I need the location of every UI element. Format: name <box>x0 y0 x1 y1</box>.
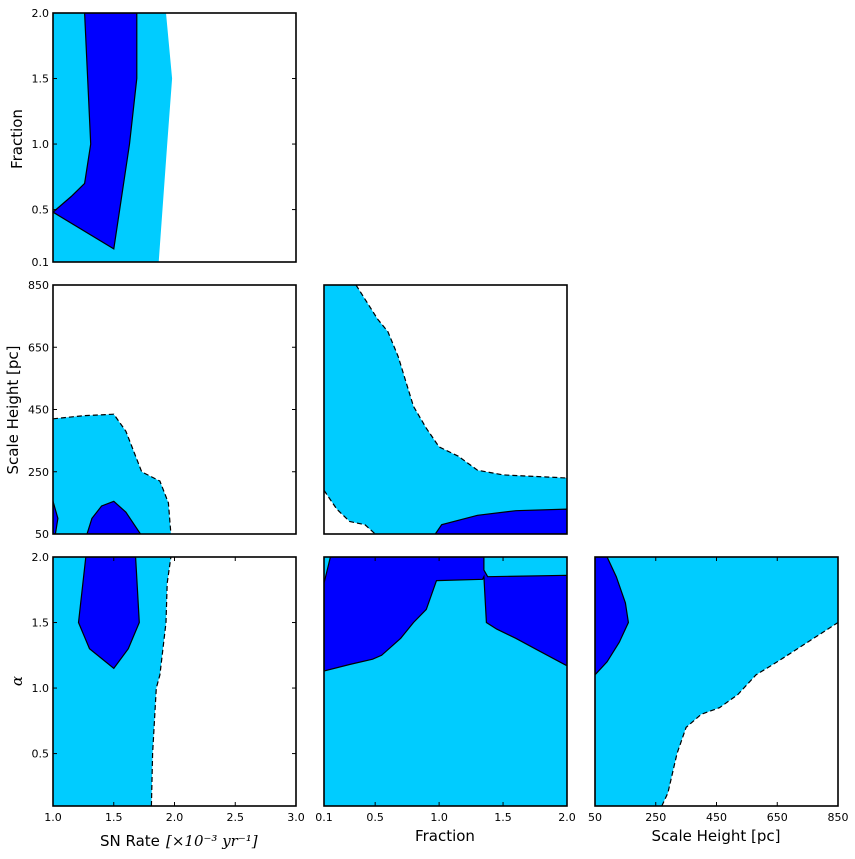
y-tick-label: 0.5 <box>32 748 50 761</box>
contour-1sigma <box>324 557 567 672</box>
y-tick-label: 1.5 <box>32 617 50 630</box>
y-tick-label: 50 <box>35 528 49 541</box>
x-axis-label-scale-height: Scale Height [pc] <box>652 827 781 845</box>
y-tick-label: 0.5 <box>32 204 50 217</box>
contour-1sigma <box>53 13 138 250</box>
panel-frame <box>323 284 568 535</box>
y-tick-label: 250 <box>28 466 49 479</box>
x-tick-label: 1.5 <box>105 811 123 824</box>
contour-2sigma <box>595 557 838 806</box>
x-tick-label: 0.5 <box>366 811 384 824</box>
contour-1sigma <box>595 557 630 676</box>
panel-contours <box>53 13 173 262</box>
contour-2sigma <box>324 285 567 534</box>
y-tick-label: 2.0 <box>32 551 50 564</box>
x-tick-label: 1.0 <box>44 811 62 824</box>
y-tick-label: 850 <box>28 279 49 292</box>
x-tick-label: 3.0 <box>287 811 305 824</box>
x-tick-label: 850 <box>828 811 849 824</box>
x-tick-label: 2.0 <box>558 811 576 824</box>
x-axis-label-sn-rate-unit: [×10⁻³ yr⁻¹] <box>166 832 258 850</box>
y-tick-label: 2.0 <box>32 7 50 20</box>
panel-alpha-vs-scaleheight: 50 250 450 650 850 <box>588 556 849 824</box>
y-tick-label: 450 <box>28 404 49 417</box>
panel-frame <box>323 556 568 807</box>
x-tick-label: 50 <box>588 811 602 824</box>
contour-1sigma <box>77 557 140 670</box>
x-axis-label-sn-rate: SN Rate <box>100 832 160 850</box>
x-tick-label: 1.5 <box>494 811 512 824</box>
x-tick-label: 1.0 <box>430 811 448 824</box>
contour-2sigma-edge <box>53 413 172 534</box>
contour-1sigma <box>86 500 142 534</box>
x-axis-label-fraction: Fraction <box>415 827 475 845</box>
x-tick-label: 0.1 <box>315 811 333 824</box>
contour-2sigma-edge <box>355 285 567 479</box>
panel-contours <box>595 557 838 806</box>
x-tick-label: 650 <box>767 811 788 824</box>
y-tick-label: 1.0 <box>32 682 50 695</box>
panel-alpha-vs-snrate: 0.5 1.0 1.5 2.0 1.0 1.5 2.0 2.5 3.0 <box>32 551 305 824</box>
contour-2sigma-edge <box>661 621 838 806</box>
y-axis-label-alpha: α <box>8 676 26 686</box>
panel-contours <box>53 413 172 534</box>
y-axis-label-fraction: Fraction <box>8 109 26 169</box>
panel-contours <box>324 285 567 534</box>
panel-frame <box>52 12 297 263</box>
y-tick-label: 1.0 <box>32 138 50 151</box>
panel-alpha-vs-fraction: 0.1 0.5 1.0 1.5 2.0 <box>315 556 576 824</box>
panels-layer: 0.1 0.5 1.0 1.5 2.0 50 250 450 650 850 0.5 1.0 1.5 2.… <box>28 7 849 824</box>
panel-contours <box>53 557 172 806</box>
contour-2sigma-edge <box>324 490 376 534</box>
x-tick-label: 2.0 <box>166 811 184 824</box>
panel-scaleheight-vs-fraction <box>323 284 568 535</box>
contour-1sigma <box>53 501 59 534</box>
x-tick-label: 450 <box>706 811 727 824</box>
x-tick-label: 2.5 <box>227 811 245 824</box>
contour-2sigma <box>53 414 171 534</box>
contour-2sigma-edge <box>150 557 172 806</box>
panel-fraction-vs-snrate: 0.1 0.5 1.0 1.5 2.0 <box>32 7 297 269</box>
contour-1sigma <box>434 508 567 534</box>
y-tick-label: 1.5 <box>32 73 50 86</box>
panel-contours <box>324 557 567 806</box>
x-tick-label: 250 <box>645 811 666 824</box>
y-tick-label: 650 <box>28 341 49 354</box>
y-axis-label-scale-height: Scale Height [pc] <box>4 346 22 475</box>
panel-scaleheight-vs-snrate: 50 250 450 650 850 <box>28 279 297 541</box>
y-tick-label: 0.1 <box>32 256 50 269</box>
